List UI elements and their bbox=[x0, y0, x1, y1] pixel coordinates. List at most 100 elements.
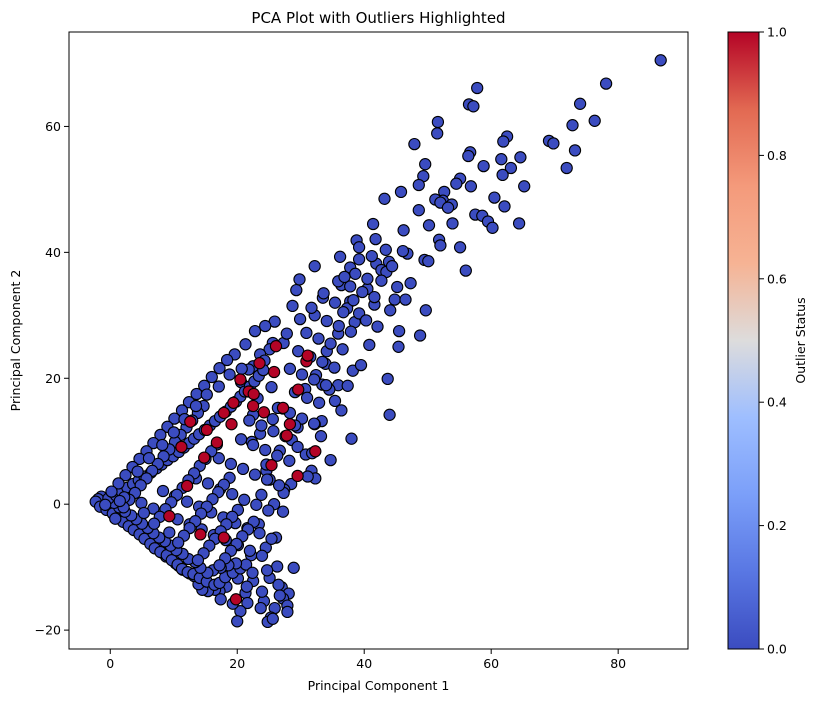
inlier-point-379 bbox=[147, 517, 161, 530]
inlier-point-409 bbox=[248, 324, 262, 338]
inlier-point-434 bbox=[109, 512, 122, 525]
inlier-point-348 bbox=[344, 280, 357, 293]
inlier-point-72 bbox=[345, 432, 358, 445]
inlier-point-311 bbox=[246, 438, 260, 452]
inlier-point-13 bbox=[547, 137, 560, 150]
inlier-point-457 bbox=[359, 314, 373, 327]
inlier-point-285 bbox=[243, 544, 257, 557]
inlier-point-411 bbox=[293, 312, 307, 326]
inlier-point-131 bbox=[287, 561, 300, 574]
inlier-point-306 bbox=[236, 462, 250, 476]
colorbar-tick-label: 0.2 bbox=[767, 518, 787, 533]
y-axis-ticks: −20 0 20 40 60 bbox=[35, 119, 69, 638]
inlier-point-101 bbox=[290, 283, 303, 297]
inlier-point-45 bbox=[512, 217, 526, 230]
inlier-point-258 bbox=[220, 353, 234, 367]
inlier-point-307 bbox=[248, 468, 262, 481]
inlier-point-438 bbox=[260, 564, 274, 577]
inlier-point-298 bbox=[201, 477, 215, 490]
inlier-point-442 bbox=[240, 580, 253, 593]
inlier-point-272 bbox=[119, 469, 132, 482]
inlier-point-314 bbox=[283, 454, 296, 467]
colorbar-tick-label: 0.8 bbox=[767, 148, 787, 163]
plot-frame bbox=[68, 31, 689, 650]
inlier-point-7 bbox=[588, 114, 601, 127]
inlier-point-418 bbox=[397, 224, 410, 237]
inlier-point-415 bbox=[333, 250, 347, 263]
inlier-point-54 bbox=[379, 243, 392, 256]
inlier-point-33 bbox=[378, 192, 391, 205]
outlier-point-22 bbox=[180, 479, 194, 493]
y-tick-label: 40 bbox=[45, 245, 61, 260]
inlier-point-352 bbox=[361, 272, 374, 285]
inlier-point-40 bbox=[412, 204, 425, 217]
inlier-point-429 bbox=[189, 399, 203, 413]
inlier-point-46 bbox=[366, 217, 380, 231]
inlier-point-317 bbox=[267, 425, 280, 438]
inlier-point-303 bbox=[262, 504, 275, 517]
inlier-point-436 bbox=[113, 494, 126, 508]
inlier-point-452 bbox=[371, 320, 384, 333]
colorbar bbox=[727, 31, 760, 650]
inlier-point-417 bbox=[369, 232, 382, 246]
colorbar-tick-label: 0.4 bbox=[767, 395, 787, 410]
inlier-point-302 bbox=[250, 498, 263, 511]
outlier-point-20 bbox=[225, 418, 238, 431]
y-tick-label: 60 bbox=[45, 119, 61, 134]
inlier-point-102 bbox=[308, 260, 321, 273]
inlier-point-413 bbox=[317, 287, 330, 300]
inlier-point-305 bbox=[224, 457, 238, 471]
inlier-point-300 bbox=[226, 487, 239, 501]
inlier-point-62 bbox=[391, 280, 404, 294]
inlier-point-137 bbox=[281, 605, 294, 619]
inlier-point-28 bbox=[450, 177, 463, 190]
inlier-point-455 bbox=[396, 244, 410, 258]
inlier-point-8 bbox=[566, 119, 579, 132]
inlier-point-69 bbox=[392, 340, 405, 353]
outlier-point-1 bbox=[269, 340, 283, 353]
inlier-point-1 bbox=[599, 77, 613, 90]
outlier-point-5 bbox=[234, 373, 247, 386]
inlier-point-404 bbox=[213, 559, 226, 572]
inlier-point-338 bbox=[336, 343, 349, 356]
inlier-point-286 bbox=[255, 549, 269, 562]
inlier-point-450 bbox=[354, 358, 368, 372]
outlier-point-17 bbox=[292, 383, 305, 396]
inlier-point-410 bbox=[280, 327, 293, 340]
inlier-point-2 bbox=[471, 81, 484, 95]
inlier-point-32 bbox=[394, 185, 408, 199]
outlier-point-26 bbox=[163, 510, 176, 523]
colorbar-label: Outlier Status bbox=[793, 297, 808, 383]
inlier-point-424 bbox=[131, 465, 144, 478]
inlier-point-456 bbox=[392, 324, 406, 338]
inlier-point-25 bbox=[496, 168, 509, 182]
inlier-point-19 bbox=[495, 153, 508, 166]
inlier-point-451 bbox=[363, 338, 376, 352]
inlier-point-118 bbox=[266, 413, 279, 426]
inlier-point-326 bbox=[312, 396, 326, 409]
inlier-point-295 bbox=[253, 527, 266, 540]
outlier-point-6 bbox=[217, 406, 231, 420]
inlier-point-408 bbox=[239, 338, 252, 351]
x-tick-label: 80 bbox=[610, 656, 626, 671]
inlier-point-18 bbox=[514, 151, 527, 164]
inlier-point-141 bbox=[241, 596, 254, 610]
inlier-point-439 bbox=[272, 578, 285, 591]
inlier-point-4 bbox=[467, 100, 480, 113]
inlier-point-458 bbox=[347, 294, 360, 307]
y-tick-label: 20 bbox=[45, 371, 61, 386]
inlier-point-49 bbox=[434, 239, 447, 252]
outlier-point-18 bbox=[267, 365, 281, 379]
inlier-point-11 bbox=[497, 135, 510, 148]
inlier-point-419 bbox=[422, 219, 436, 232]
inlier-point-443 bbox=[254, 601, 267, 615]
inlier-point-444 bbox=[273, 589, 286, 602]
colorbar-tick-label: 0.6 bbox=[767, 271, 787, 286]
inlier-point-126 bbox=[276, 505, 290, 518]
inlier-point-414 bbox=[338, 270, 351, 284]
inlier-point-310 bbox=[234, 433, 248, 446]
inlier-point-389 bbox=[172, 536, 185, 549]
inlier-point-103 bbox=[293, 273, 306, 286]
outlier-point-24 bbox=[229, 593, 243, 606]
